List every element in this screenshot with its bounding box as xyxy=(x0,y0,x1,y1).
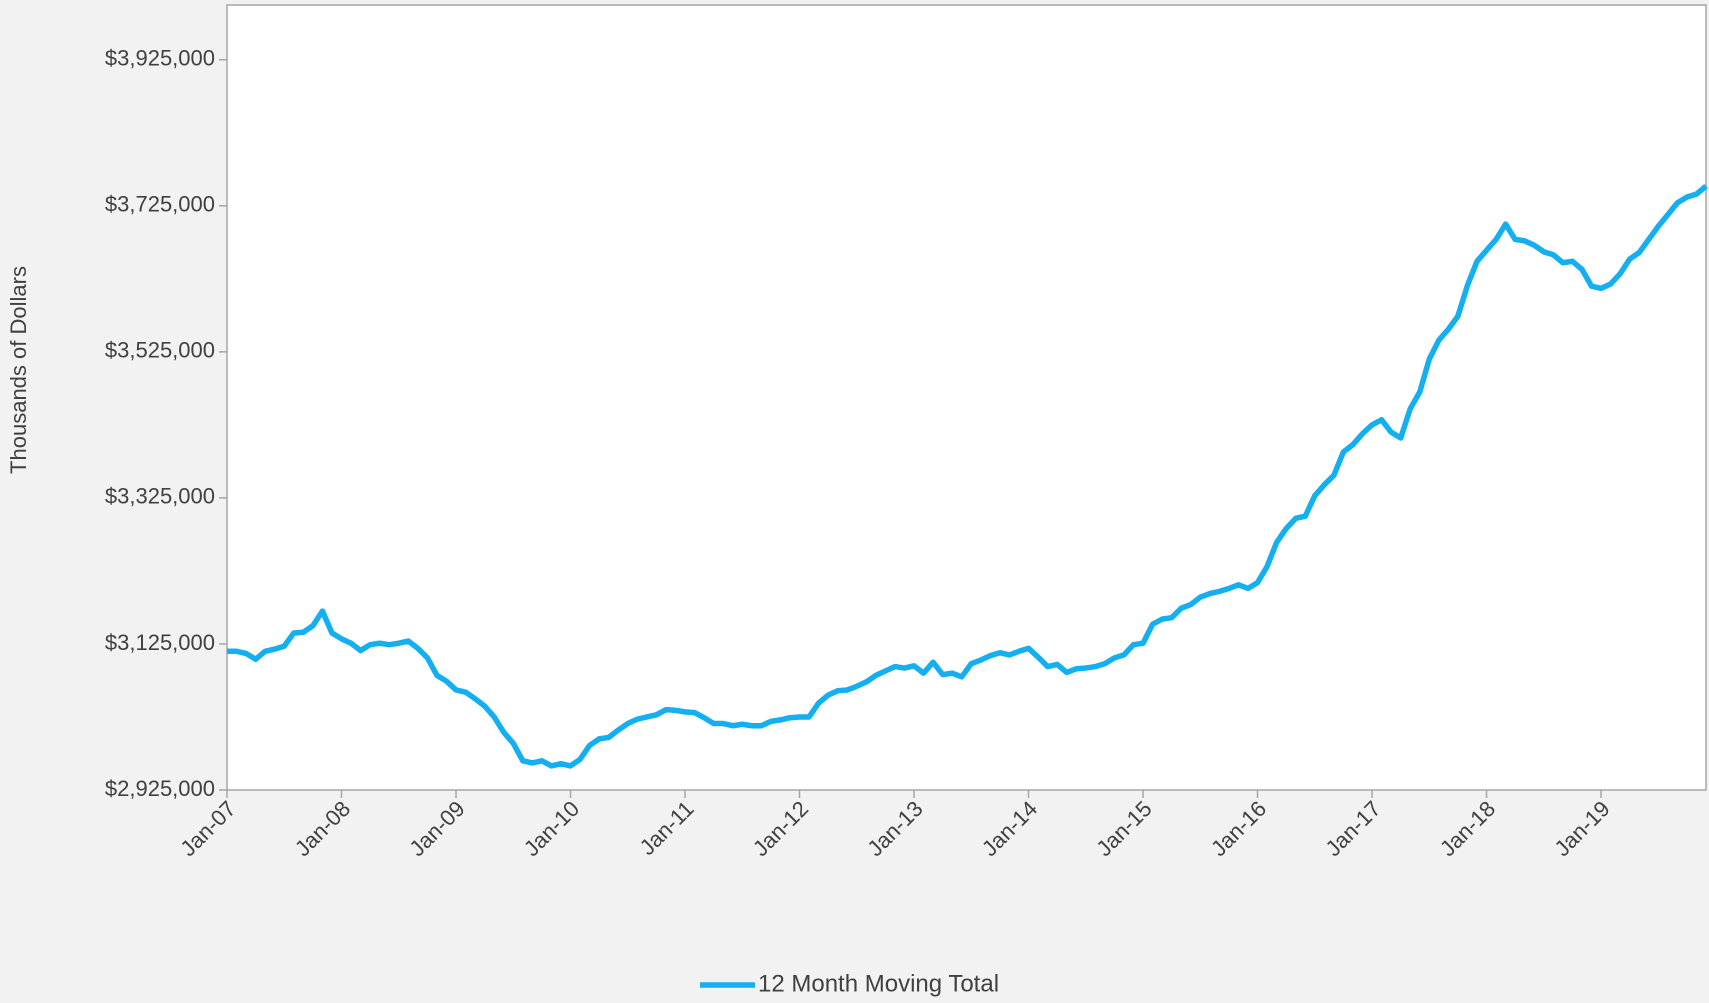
y-tick-label: $3,525,000 xyxy=(105,338,215,363)
x-tick-label: Jan-16 xyxy=(1206,796,1271,861)
x-tick-label: Jan-08 xyxy=(290,796,355,861)
y-tick-label: $3,725,000 xyxy=(105,192,215,217)
x-tick-label: Jan-15 xyxy=(1091,796,1156,861)
x-tick-label: Jan-14 xyxy=(977,796,1042,861)
y-tick-label: $3,925,000 xyxy=(105,46,215,71)
y-axis-title: Thousands of Dollars xyxy=(6,266,31,474)
y-tick-label: $3,125,000 xyxy=(105,630,215,655)
x-tick-label: Jan-19 xyxy=(1549,796,1614,861)
x-tick-label: Jan-07 xyxy=(175,796,240,861)
x-tick-label: Jan-11 xyxy=(635,796,699,860)
legend-label: 12 Month Moving Total xyxy=(758,970,999,997)
x-tick-label: Jan-18 xyxy=(1435,796,1500,861)
x-tick-label: Jan-17 xyxy=(1320,796,1385,861)
plot-area xyxy=(226,4,1707,791)
x-tick-label: Jan-13 xyxy=(862,796,927,861)
x-tick-label: Jan-10 xyxy=(519,796,584,861)
x-tick-label: Jan-09 xyxy=(404,796,469,861)
x-tick-label: Jan-12 xyxy=(748,796,813,861)
series-line xyxy=(227,183,1708,769)
y-tick-label: $3,325,000 xyxy=(105,484,215,509)
y-tick-label: $2,925,000 xyxy=(105,776,215,801)
